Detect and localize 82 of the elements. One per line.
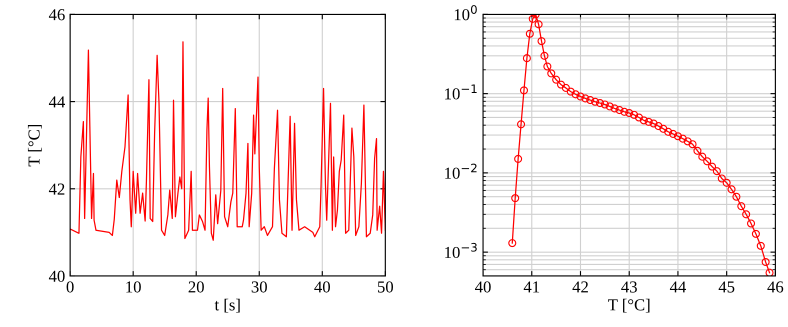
- point: [576, 92, 585, 101]
- point: [742, 210, 750, 218]
- point: [596, 99, 604, 108]
- point: [508, 239, 516, 248]
- x-axis-title: t [s]: [214, 298, 240, 313]
- point: [543, 62, 552, 71]
- point: [664, 128, 672, 136]
- point: [547, 69, 556, 78]
- x-tick-label: 45: [718, 281, 734, 293]
- y-axis-title: T [°C]: [28, 124, 42, 166]
- x-tick-label: 50: [378, 281, 394, 293]
- point: [572, 90, 580, 98]
- x-tick-label: 41: [524, 281, 540, 292]
- y-tick-label: 42: [48, 184, 64, 195]
- point: [684, 137, 692, 146]
- point: [586, 96, 594, 104]
- point: [659, 124, 668, 133]
- point: [654, 122, 662, 130]
- x-tick-label: 42: [572, 281, 588, 292]
- point: [650, 119, 658, 128]
- x-tick-label: 10: [126, 281, 141, 293]
- x-axis-title: T [°C]: [608, 298, 650, 313]
- y-tick-label: 40: [48, 270, 65, 282]
- line-series: [70, 41, 386, 241]
- point: [610, 104, 619, 112]
- x-tick-label: 40: [475, 281, 491, 293]
- y-tick-label: 44: [48, 96, 66, 108]
- point: [630, 110, 638, 119]
- point: [511, 194, 520, 202]
- point: [600, 100, 609, 108]
- x-tick-label: 20: [188, 281, 204, 293]
- point: [566, 88, 575, 96]
- point: [522, 54, 531, 62]
- y-tick-label: 10$^{0}$: [454, 5, 477, 20]
- point: [693, 146, 702, 155]
- point: [732, 192, 740, 201]
- y-tick-label: 10$^{−1}$: [445, 84, 477, 100]
- point: [606, 102, 614, 110]
- point: [540, 52, 548, 60]
- point: [708, 162, 716, 171]
- point: [537, 37, 546, 46]
- y-tick-label: 10$^{−3}$: [445, 242, 477, 258]
- point: [534, 20, 543, 28]
- point: [552, 76, 560, 84]
- point: [640, 116, 648, 124]
- point: [688, 140, 697, 148]
- point: [762, 258, 770, 266]
- point: [520, 86, 528, 94]
- point: [514, 154, 522, 163]
- point: [722, 178, 731, 187]
- point: [562, 84, 570, 92]
- point: [674, 132, 682, 140]
- point: [747, 219, 756, 228]
- point: [615, 106, 624, 114]
- point: [644, 118, 653, 126]
- point: [678, 134, 687, 143]
- point: [703, 157, 712, 166]
- x-tick-label: 43: [621, 281, 637, 293]
- point: [712, 167, 721, 176]
- point: [669, 130, 678, 138]
- x-tick-label: 0: [66, 281, 74, 293]
- point: [698, 152, 706, 161]
- point: [581, 94, 590, 102]
- point: [756, 242, 765, 250]
- y-tick-label: 10$^{−2}$: [445, 164, 477, 179]
- point: [718, 174, 726, 183]
- point: [556, 80, 566, 89]
- point: [526, 30, 534, 38]
- point: [625, 108, 634, 118]
- point: [620, 108, 628, 116]
- x-tick-label: 44: [670, 281, 686, 292]
- point: [728, 185, 736, 194]
- point: [517, 120, 526, 128]
- x-tick-label: 40: [314, 281, 330, 293]
- point: [528, 14, 537, 23]
- point: [634, 113, 643, 122]
- point: [752, 230, 760, 238]
- y-tick-label: 46: [48, 9, 65, 20]
- point: [737, 202, 746, 210]
- x-tick-label: 30: [252, 281, 267, 293]
- point: [591, 98, 600, 106]
- x-tick-label: 46: [767, 281, 784, 293]
